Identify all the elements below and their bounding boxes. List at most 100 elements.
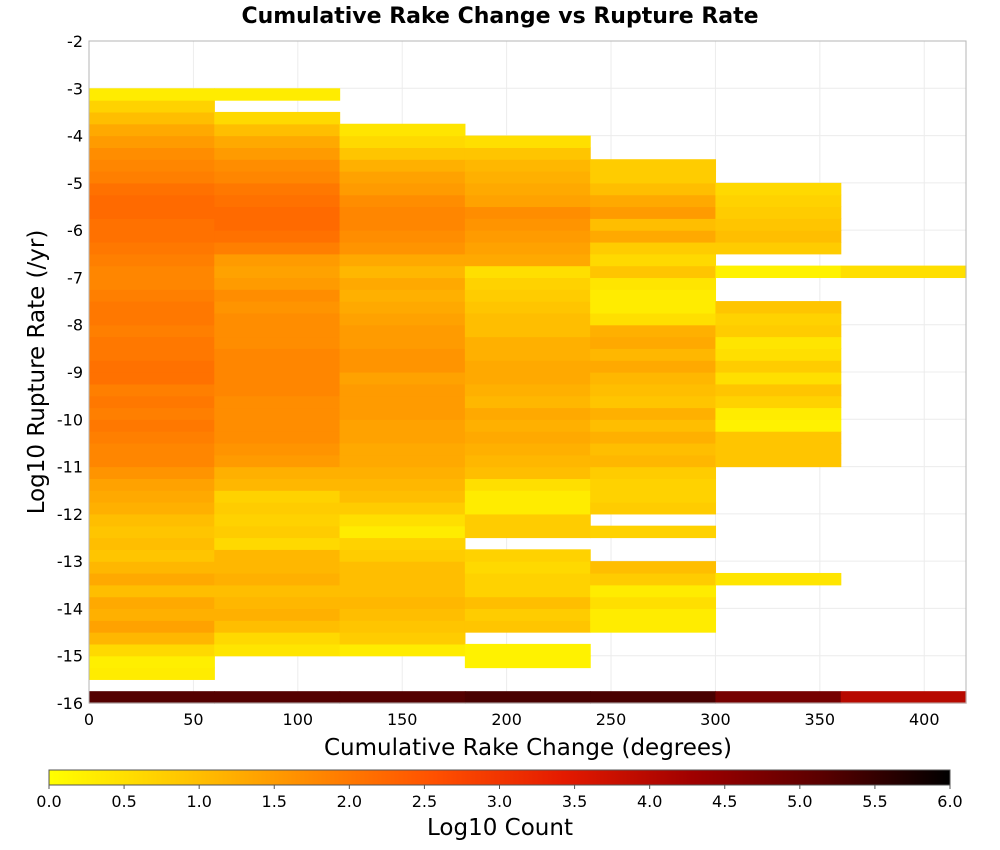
- heatmap-cell: [339, 620, 466, 633]
- heatmap-cell: [464, 230, 591, 243]
- x-tick-label: 400: [909, 710, 940, 729]
- heatmap-cell: [590, 502, 717, 515]
- heatmap-cell: [214, 584, 341, 598]
- heatmap-cell: [590, 407, 717, 420]
- heatmap-cell: [590, 360, 717, 373]
- colorbar-tick-label: 6.0: [937, 792, 962, 811]
- heatmap-cell: [89, 466, 215, 479]
- heatmap-cell: [464, 561, 591, 574]
- heatmap-cell: [339, 301, 466, 314]
- heatmap-cell: [590, 348, 717, 361]
- heatmap-cell: [214, 691, 341, 704]
- x-tick-label: 250: [596, 710, 627, 729]
- heatmap-cell: [715, 336, 842, 349]
- heatmap-cell: [339, 372, 466, 385]
- heatmap-cell: [590, 431, 717, 444]
- y-tick-label: -6: [67, 221, 83, 240]
- y-tick-label: -12: [57, 505, 83, 524]
- heatmap-cell: [214, 88, 341, 101]
- x-axis-ticks: 0 50 100 150 200 250 300 350 400: [84, 710, 940, 729]
- heatmap-cell: [715, 372, 842, 385]
- heatmap-cell: [590, 561, 717, 574]
- heatmap-cell: [464, 241, 591, 255]
- heatmap-cell: [214, 395, 341, 409]
- heatmap-cell: [339, 336, 466, 349]
- heatmap-cell: [214, 301, 341, 314]
- heatmap-cell: [214, 277, 341, 290]
- colorbar-tick-label: 2.5: [412, 792, 437, 811]
- heatmap-cell: [339, 265, 466, 279]
- heatmap-cell: [840, 265, 967, 279]
- heatmap-cell: [590, 466, 717, 479]
- colorbar-label: Log10 Count: [427, 815, 573, 841]
- heatmap-cell: [590, 572, 717, 586]
- heatmap-cell: [214, 324, 341, 338]
- heatmap-cell: [339, 596, 466, 610]
- heatmap-cell: [464, 620, 591, 633]
- colorbar-tick-label: 3.0: [487, 792, 512, 811]
- heatmap-cell: [214, 289, 341, 302]
- heatmap-cell: [590, 206, 717, 219]
- heatmap-cell: [590, 584, 717, 598]
- heatmap-cell: [89, 336, 215, 349]
- heatmap-cells: [89, 88, 967, 704]
- heatmap-cell: [339, 312, 466, 326]
- heatmap-cell: [89, 194, 215, 208]
- heatmap-cell: [339, 159, 466, 172]
- x-axis-label: Cumulative Rake Change (degrees): [324, 735, 732, 761]
- heatmap-cell: [89, 123, 215, 137]
- heatmap-cell: [464, 360, 591, 373]
- heatmap-cell: [590, 230, 717, 243]
- heatmap-cell: [89, 312, 215, 326]
- heatmap-cell: [715, 194, 842, 208]
- heatmap-cell: [339, 632, 466, 645]
- heatmap-cell: [214, 502, 341, 515]
- heatmap-cell: [590, 277, 717, 290]
- heatmap-cell: [89, 265, 215, 279]
- heatmap-cell: [464, 289, 591, 302]
- heatmap-cell: [715, 691, 842, 704]
- y-axis-ticks: -2 -3 -4 -5 -6 -7 -8 -9 -10 -11 -12 -13 -14 -15 -16: [57, 32, 83, 713]
- heatmap-cell: [214, 608, 341, 621]
- heatmap-cell: [214, 513, 341, 527]
- heatmap-cell: [339, 123, 466, 137]
- heatmap-cell: [715, 265, 842, 279]
- heatmap-cell: [214, 572, 341, 586]
- heatmap-cell: [339, 241, 466, 255]
- heatmap-cell: [89, 182, 215, 196]
- heatmap-cell: [464, 171, 591, 184]
- heatmap-cell: [715, 348, 842, 361]
- heatmap-cell: [464, 655, 591, 669]
- heatmap-cell: [339, 608, 466, 621]
- colorbar-tick-label: 1.5: [262, 792, 287, 811]
- heatmap-cell: [464, 182, 591, 196]
- heatmap-cell: [339, 549, 466, 562]
- heatmap-cell: [214, 466, 341, 479]
- heatmap-cell: [214, 596, 341, 610]
- heatmap-cell: [464, 372, 591, 385]
- heatmap-cell: [89, 537, 215, 550]
- colorbar-tick-label: 5.0: [787, 792, 812, 811]
- heatmap-cell: [464, 419, 591, 432]
- heatmap-cell: [89, 218, 215, 231]
- heatmap-cell: [464, 348, 591, 361]
- colorbar-tick-label: 0.5: [111, 792, 136, 811]
- heatmap-cell: [89, 608, 215, 621]
- heatmap-cell: [89, 419, 215, 432]
- heatmap-cell: [89, 490, 215, 503]
- heatmap-cell: [89, 301, 215, 314]
- heatmap-cell: [89, 478, 215, 491]
- heatmap-cell: [339, 525, 466, 539]
- heatmap-cell: [590, 312, 717, 326]
- colorbar-ticks: 0.0 0.5 1.0 1.5 2.0 2.5 3.0 3.5 4.0 4.5 5.0 5.5 6.0: [36, 785, 963, 811]
- heatmap-cell: [590, 289, 717, 302]
- heatmap-cell: [715, 454, 842, 468]
- heatmap-cell: [89, 596, 215, 610]
- heatmap-cell: [339, 206, 466, 219]
- heatmap-cell: [339, 584, 466, 598]
- heatmap-cell: [89, 572, 215, 586]
- heatmap-cell: [464, 336, 591, 349]
- heatmap-cell: [89, 395, 215, 409]
- heatmap-cell: [214, 442, 341, 456]
- heatmap-cell: [214, 182, 341, 196]
